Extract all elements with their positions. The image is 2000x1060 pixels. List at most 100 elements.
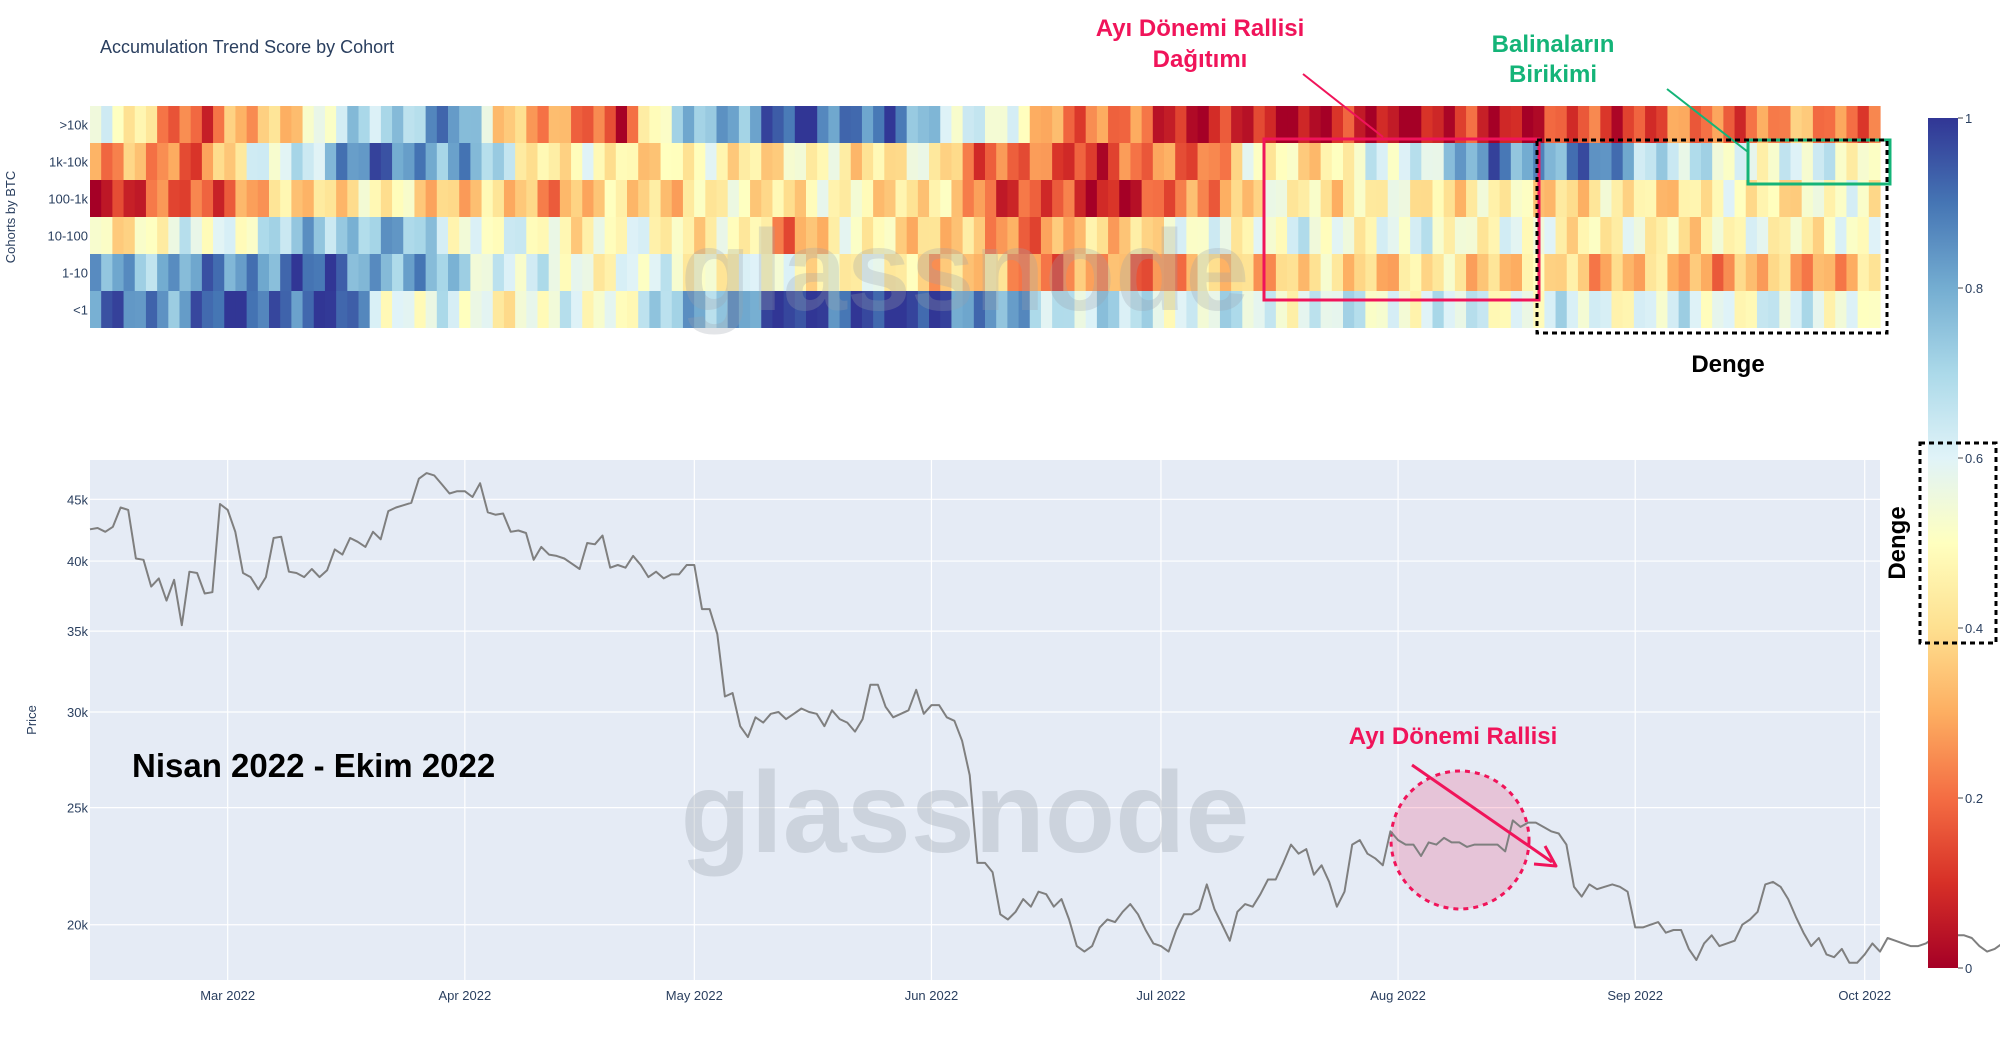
heatmap-cell [1264, 217, 1277, 254]
heatmap-cell [1164, 291, 1176, 328]
heatmap-cell [269, 180, 281, 217]
heatmap-cell [380, 143, 393, 180]
heatmap-cell [1119, 254, 1132, 291]
price-x-tick-label: Aug 2022 [1370, 988, 1426, 1003]
heatmap-cell [694, 291, 706, 328]
heatmap-cell [369, 180, 382, 217]
heatmap-cell [1600, 217, 1613, 254]
heatmap-cell [1007, 143, 1020, 180]
heatmap-cell [996, 180, 1008, 217]
heatmap-cell [985, 106, 997, 143]
heatmap-cell [1633, 291, 1646, 328]
heatmap-cell [145, 291, 158, 328]
heatmap-cell [559, 180, 572, 217]
heatmap-cell [727, 254, 740, 291]
heatmap-cell [1734, 106, 1747, 143]
heatmap-cell [1868, 106, 1881, 143]
heatmap-cell [481, 180, 494, 217]
heatmap-cell [1667, 291, 1680, 328]
heatmap-cell [1343, 106, 1355, 143]
heatmap-cell [548, 217, 561, 254]
heatmap-cell [761, 143, 774, 180]
price-y-tick-label: 45k [67, 492, 88, 507]
heatmap-cell [962, 254, 975, 291]
heatmap-cell [1141, 217, 1154, 254]
heatmap-cell [1835, 180, 1848, 217]
heatmap-cell [1779, 254, 1792, 291]
heatmap-cell [1242, 217, 1255, 254]
heatmap-cell [459, 106, 471, 143]
heatmap-cell [1701, 106, 1713, 143]
heatmap-cell [123, 254, 136, 291]
heatmap-cell [705, 254, 718, 291]
heatmap-cell [1343, 254, 1355, 291]
heatmap-cell [1354, 291, 1366, 328]
heatmap-cell [537, 254, 550, 291]
heatmap-cell [179, 254, 192, 291]
heatmap-cell [682, 180, 695, 217]
heatmap-cell [1723, 254, 1736, 291]
heatmap-cell [884, 291, 897, 328]
heatmap-cell [750, 291, 762, 328]
heatmap-cell [1175, 217, 1187, 254]
heatmap-cell [761, 291, 774, 328]
heatmap-cell [1812, 254, 1825, 291]
heatmap-cell [436, 106, 449, 143]
heatmap-cell [940, 180, 953, 217]
heatmap-cell [1298, 217, 1311, 254]
heatmap-cell [1689, 254, 1702, 291]
heatmap-cell [962, 106, 975, 143]
heatmap-cell [973, 143, 986, 180]
heatmap-cell [1052, 217, 1064, 254]
heatmap-cell [682, 217, 695, 254]
heatmap-cell [884, 254, 897, 291]
heatmap-cell [806, 217, 818, 254]
heatmap-cell [1656, 143, 1669, 180]
heatmap-cell [772, 291, 785, 328]
heatmap-cell [1622, 180, 1635, 217]
heatmap-cell [649, 106, 662, 143]
heatmap-cell [1231, 291, 1243, 328]
heatmap-cell [1712, 180, 1724, 217]
heatmap-cell [1477, 291, 1490, 328]
heatmap-cell [1264, 106, 1277, 143]
heatmap-cell [1108, 143, 1120, 180]
heatmap-cell [1029, 254, 1042, 291]
heatmap-cell [179, 291, 192, 328]
heatmap-cell [1801, 291, 1814, 328]
heatmap-cell [1018, 254, 1031, 291]
heatmap-cell [425, 217, 438, 254]
heatmap-cell [1812, 180, 1825, 217]
heatmap-cell [895, 254, 908, 291]
heatmap-cell [380, 180, 393, 217]
heatmap-row-label: 1k-10k [49, 155, 89, 170]
heatmap-cell [548, 106, 561, 143]
heatmap-cell [392, 217, 404, 254]
heatmap-cell [503, 106, 516, 143]
heatmap-cell [615, 254, 628, 291]
heatmap-cell [671, 180, 684, 217]
heatmap-cell [269, 291, 281, 328]
heatmap-cell [694, 143, 706, 180]
heatmap-cell [526, 180, 539, 217]
heatmap-cell [1242, 254, 1255, 291]
heatmap-cell [257, 106, 270, 143]
heatmap-y-axis-title: Cohorts by BTC [3, 171, 18, 263]
heatmap-cell [727, 143, 740, 180]
heatmap-cell [1633, 217, 1646, 254]
heatmap-cell [895, 180, 908, 217]
heatmap-cell [1108, 291, 1120, 328]
heatmap-cell [280, 180, 292, 217]
heatmap-cell [1309, 106, 1322, 143]
heatmap-cell [1186, 180, 1199, 217]
heatmap-cell [682, 106, 695, 143]
heatmap-cell [1141, 254, 1154, 291]
heatmap-cell [1085, 143, 1098, 180]
heatmap-cell [1611, 291, 1624, 328]
heatmap-cell [638, 143, 650, 180]
heatmap-cell [403, 291, 416, 328]
heatmap-cell [1275, 106, 1288, 143]
heatmap-cell [425, 143, 438, 180]
heatmap-cell [559, 291, 572, 328]
heatmap-cell [1398, 291, 1411, 328]
